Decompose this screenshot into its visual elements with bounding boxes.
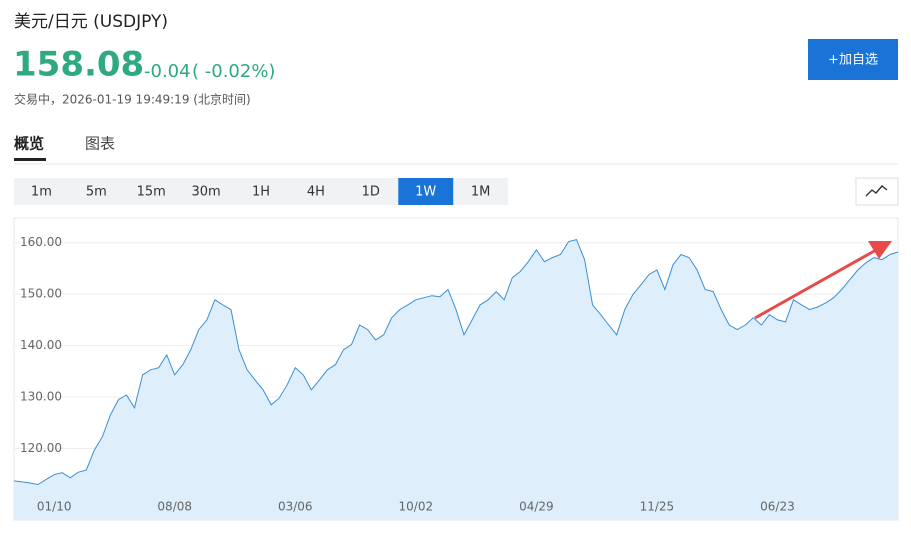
range-button-active[interactable]: [398, 178, 454, 205]
range-button[interactable]: 1H: [252, 185, 270, 200]
chart-type-icon: [865, 185, 888, 197]
x-tick-label: 03/06: [278, 500, 313, 514]
x-tick-label: 11/25: [640, 500, 675, 514]
tab-underline: [14, 158, 46, 161]
arrow-head: [868, 241, 892, 259]
range-button[interactable]: 30m: [191, 185, 220, 200]
tab[interactable]: 图表: [85, 135, 115, 153]
range-button[interactable]: 1M: [471, 185, 491, 200]
range-button[interactable]: 1D: [362, 185, 380, 200]
y-tick-label: 130.00: [20, 390, 62, 404]
range-button[interactable]: 5m: [86, 185, 107, 200]
arrow-shaft: [754, 248, 877, 320]
x-tick-label: 10/02: [399, 500, 434, 514]
price-change: -0.04: [144, 61, 191, 82]
range-button[interactable]: 1W: [415, 185, 436, 200]
x-tick-label: 01/10: [37, 500, 72, 514]
y-tick-label: 160.00: [20, 235, 62, 249]
area-fill: [14, 239, 898, 520]
y-tick-label: 120.00: [20, 441, 62, 455]
range-button[interactable]: 4H: [307, 185, 325, 200]
x-tick-label: 08/08: [157, 500, 192, 514]
x-tick-label: 06/23: [760, 500, 795, 514]
price-line: [13, 239, 899, 486]
price: 158.08: [13, 45, 144, 85]
annotation-arrow: [754, 241, 892, 320]
pair-title: 美元/日元 (USDJPY): [14, 12, 168, 32]
tab[interactable]: 概览: [14, 135, 44, 153]
range-button[interactable]: 15m: [137, 185, 166, 200]
price-change-pct: ( -0.02%): [192, 61, 275, 82]
watch-button-label[interactable]: +加自选: [828, 53, 878, 68]
watch-button[interactable]: [808, 39, 898, 80]
trade-status: 交易中，2026-01-19 19:49:19 (北京时间): [14, 92, 251, 107]
y-tick-label: 150.00: [20, 287, 62, 301]
range-buttons: 1m 5m 15m 30m 1H 4H 1D 1W 1M: [31, 178, 490, 205]
y-tick-label: 140.00: [20, 338, 62, 352]
range-button[interactable]: 1m: [31, 185, 52, 200]
x-tick-label: 04/29: [519, 500, 554, 514]
plot: 110.00120.00130.00140.00150.00160.0001/1…: [13, 235, 899, 520]
